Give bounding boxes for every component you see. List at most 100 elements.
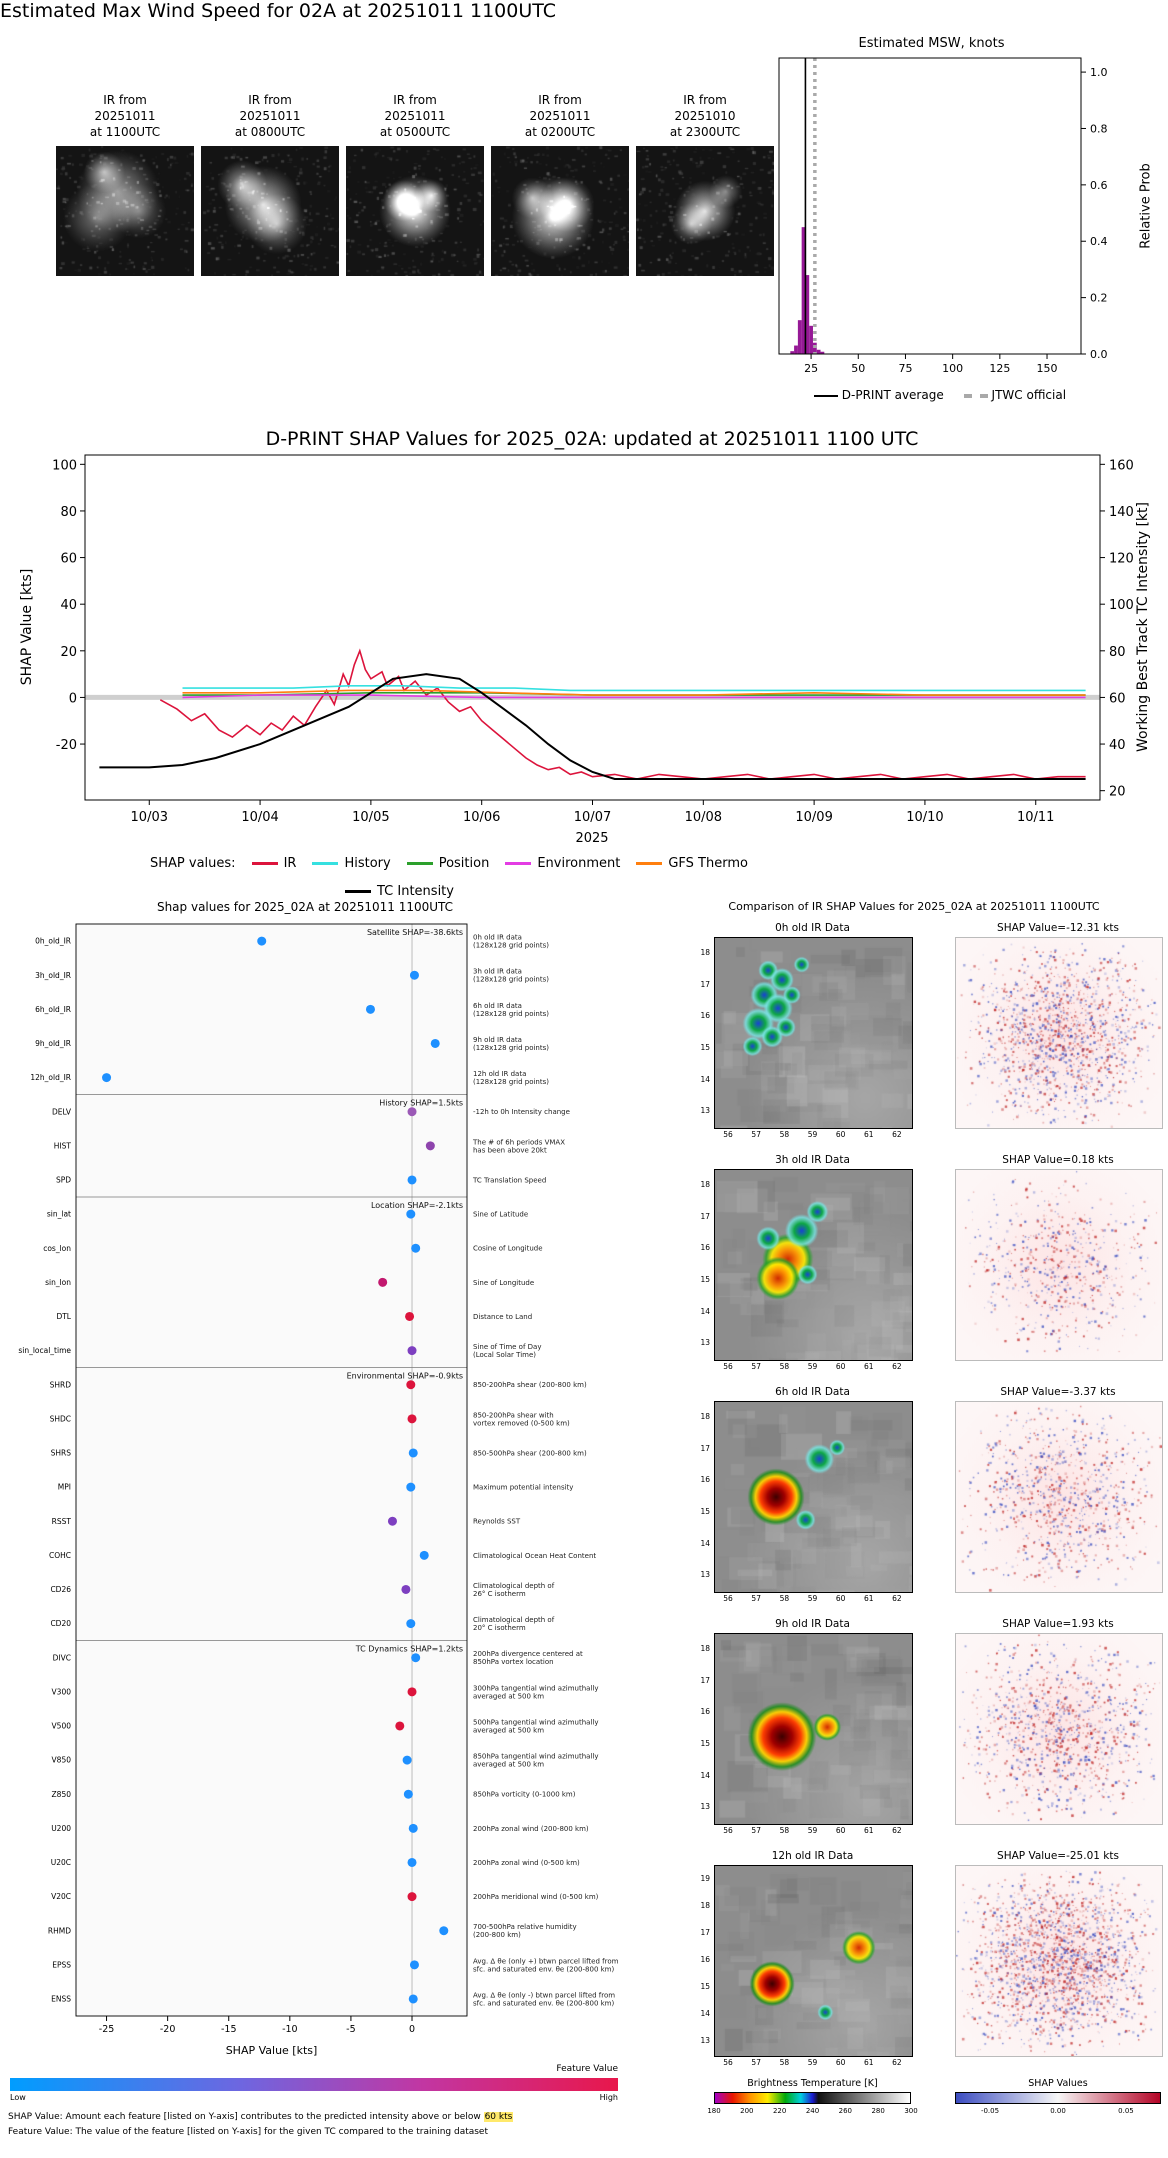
- ir-thumbnail-label: IR from 20251011 at 0500UTC: [379, 93, 451, 139]
- timeseries-x-tick-label: 10/06: [463, 810, 500, 825]
- series-line-ir: [159, 648, 1086, 780]
- shap-colorbar-tick-label: 0.00: [1050, 2107, 1066, 2115]
- ir-map-y-tick-label: 16: [700, 1243, 710, 1253]
- ir-thumbnail: IR from 20251010 at 2300UTC: [636, 92, 774, 276]
- ir-map-y-tick-label: 17: [700, 1675, 710, 1685]
- ir-map-title: 9h old IR Data: [775, 1618, 850, 1630]
- feature-name-label: COHC: [49, 1551, 71, 1560]
- ir-map-y-tick-label: 18: [700, 1643, 710, 1653]
- bt-colorbar: [714, 2092, 911, 2104]
- feature-name-label: V850: [52, 1756, 72, 1765]
- feature-description: 850hPa vorticity (0-1000 km): [473, 1791, 576, 1799]
- ir-map-title: 6h old IR Data: [775, 1386, 850, 1398]
- timeseries-left-tick-label: 20: [60, 645, 77, 660]
- shap-dot-DIVC: [411, 1653, 421, 1663]
- ir-map-y-tick-label: 14: [700, 1306, 710, 1316]
- shap-dot-CD20: [406, 1619, 416, 1629]
- legend-label: GFS Thermo: [668, 856, 748, 871]
- footnote-text: SHAP Value: Amount each feature [listed …: [8, 2112, 484, 2122]
- histogram-y-tick-label: 0.2: [1090, 292, 1108, 305]
- shap-dot-sin_lat: [406, 1209, 416, 1219]
- ir-map-x-tick-label: 57: [751, 2058, 761, 2067]
- feature-description: sfc. and saturated env. θe (200-800 km): [473, 1999, 614, 2007]
- shap-dot-9h_old_IR: [430, 1038, 440, 1048]
- ir-map-x-tick-label: 62: [892, 1130, 902, 1139]
- bt-colorbar-tick-label: 260: [838, 2107, 853, 2115]
- feature-description: 12h old IR data: [473, 1070, 526, 1078]
- histogram-title: Estimated MSW, knots: [858, 36, 1005, 51]
- timeseries-x-tick-label: 10/11: [1017, 810, 1054, 825]
- feature-name-label: Z850: [52, 1790, 72, 1799]
- shap-map-title: SHAP Value=-25.01 kts: [997, 1850, 1119, 1862]
- shap-dot-V500: [395, 1721, 405, 1731]
- feature-description: (200-800 km): [473, 1931, 521, 1939]
- ir-map-x-tick-label: 61: [864, 2058, 874, 2067]
- shap-dot-SHRD: [406, 1380, 416, 1390]
- ir-comparison-panel: Comparison of IR SHAP Values for 2025_02…: [660, 898, 1168, 2158]
- ir-map-y-tick-label: 19: [700, 1873, 710, 1883]
- line-color-sample: [636, 862, 663, 865]
- feature-name-label: DIVC: [53, 1653, 71, 1662]
- shap-dot-SHDC: [407, 1414, 417, 1424]
- dotplot-border: [75, 923, 468, 2017]
- legend-item-jtwc-official: JTWC official: [963, 388, 1066, 402]
- feature-name-label: MPI: [58, 1483, 71, 1492]
- ir-thumbnail-label: IR from 20251010 at 2300UTC: [669, 93, 741, 139]
- shap-map-title: SHAP Value=0.18 kts: [1002, 1154, 1114, 1166]
- shap-dot-U200: [408, 1823, 418, 1833]
- shap-colorbar-tick-label: -0.05: [980, 2107, 1000, 2115]
- feature-description: 850hPa tangential wind azimuthally: [473, 1753, 598, 1761]
- feature-name-label: CD26: [50, 1585, 71, 1594]
- ir-map-x-tick-label: 57: [751, 1362, 761, 1371]
- ir-thumbnail-strip: IR from 20251011 at 1100UTC IR from 20251011…: [56, 92, 774, 276]
- shap-map-title: SHAP Value=-12.31 kts: [997, 922, 1119, 934]
- feature-name-label: 3h_old_IR: [35, 971, 71, 980]
- ir-thumbnail-label: IR from 20251011 at 0200UTC: [524, 93, 596, 139]
- group-header-label: Environmental SHAP=-0.9kts: [347, 1372, 463, 1381]
- ir-map-y-tick-label: 17: [700, 1443, 710, 1453]
- ir-map-x-tick-label: 62: [892, 2058, 902, 2067]
- feature-description: TC Translation Speed: [472, 1176, 546, 1184]
- feature-name-label: RSST: [52, 1517, 72, 1526]
- feature-description: 26° C isotherm: [473, 1590, 526, 1598]
- ir-map-title: 3h old IR Data: [775, 1154, 850, 1166]
- timeseries-left-tick-label: 100: [52, 458, 77, 473]
- timeseries-left-tick-label: 80: [60, 505, 77, 520]
- shap-value-map: [955, 1865, 1163, 2057]
- feature-description: 20° C isotherm: [473, 1624, 526, 1632]
- ir-map-y-tick-label: 18: [700, 1179, 710, 1189]
- dotplot-x-tick-label: -20: [160, 2024, 176, 2035]
- ir-map-y-tick-label: 16: [700, 1011, 710, 1021]
- colorbar-high-label: High: [599, 2093, 618, 2102]
- feature-name-label: V20C: [51, 1892, 71, 1901]
- feature-description: 6h old IR data: [473, 1002, 522, 1010]
- shap-value-map: [955, 937, 1163, 1129]
- feature-name-label: SHRD: [50, 1380, 72, 1389]
- histogram-y-tick-label: 0.8: [1090, 122, 1108, 135]
- feature-description: Climatological Ocean Heat Content: [473, 1552, 596, 1560]
- legend-label-tc-intensity: TC Intensity: [377, 884, 454, 899]
- feature-description: averaged at 500 km: [473, 1726, 544, 1734]
- feature-description: 850hPa vortex location: [473, 1658, 554, 1666]
- bt-colorbar-tick-label: 200: [740, 2107, 754, 2115]
- bt-colorbar-tick-label: 300: [904, 2107, 918, 2115]
- line-color-sample: [251, 862, 278, 865]
- timeseries-x-tick-label: 10/07: [574, 810, 611, 825]
- ir-map-x-tick-label: 56: [723, 1362, 733, 1371]
- ir-data-map: [714, 1633, 913, 1825]
- ir-thumbnail-label: IR from 20251011 at 0800UTC: [234, 93, 306, 139]
- shap-dot-CD26: [401, 1584, 411, 1594]
- bt-colorbar-tick-label: 240: [805, 2107, 820, 2115]
- ir-map-x-tick-label: 59: [807, 1362, 818, 1371]
- shap-dot-SHRS: [408, 1448, 418, 1458]
- feature-name-label: SHDC: [50, 1414, 71, 1423]
- feature-description: 200hPa zonal wind (200-800 km): [473, 1825, 589, 1833]
- top-title: Estimated Max Wind Speed for 02A at 2025…: [0, 0, 557, 22]
- histogram-x-tick-label: 25: [804, 362, 818, 375]
- legend-item-ir: IR: [251, 856, 296, 871]
- ir-map-x-tick-label: 62: [892, 1362, 902, 1371]
- shap-dot-sin_local_time: [407, 1346, 417, 1356]
- feature-description: (Local Solar Time): [473, 1351, 536, 1359]
- series-line-environment: [182, 694, 1086, 699]
- histogram-y-tick-label: 0.6: [1090, 179, 1108, 192]
